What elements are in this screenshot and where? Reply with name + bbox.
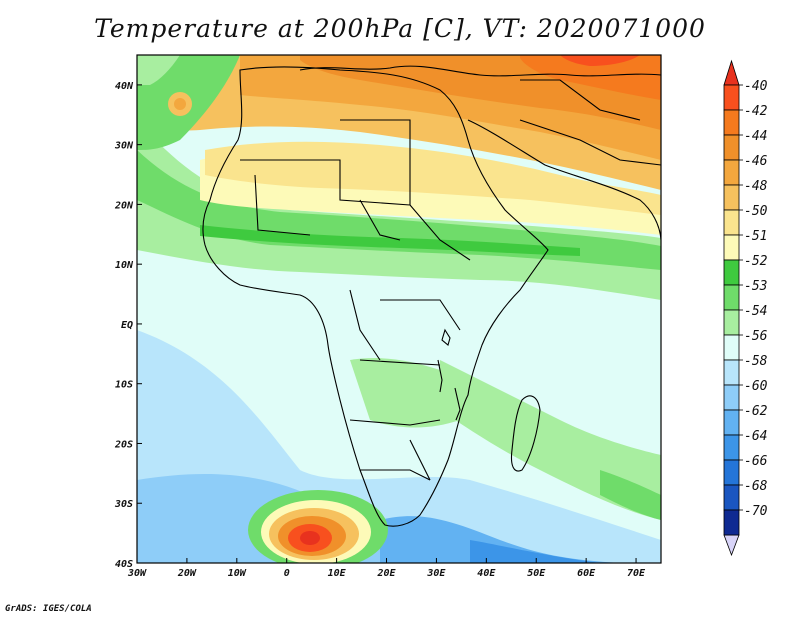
lat-tick-label: 10N	[115, 260, 134, 271]
map-title: Temperature at 200hPa [C], VT: 202007100…	[94, 14, 706, 43]
colorbar-swatch	[723, 409, 740, 436]
colorbar-bottom-arrow	[723, 534, 740, 557]
lon-tick-label: 60E	[577, 568, 596, 579]
lat-tick-label: 10S	[115, 380, 133, 391]
colorbar-label: -70	[744, 504, 768, 519]
colorbar-swatch	[723, 209, 740, 236]
lat-tick-label: 30N	[114, 141, 134, 152]
colorbar-swatch	[723, 334, 740, 361]
colorbar-label: -64	[744, 429, 767, 444]
lon-tick-label: 40E	[477, 568, 496, 579]
colorbar-label: -54	[744, 304, 767, 319]
lat-tick-label: 40S	[115, 559, 133, 570]
colorbar-swatch	[723, 184, 740, 211]
colorbar-swatch	[723, 134, 740, 161]
colorbar-swatch	[723, 384, 740, 411]
lon-tick-label: 30W	[127, 568, 147, 579]
colorbar-label: -50	[744, 204, 768, 219]
colorbar-swatch	[723, 484, 740, 511]
colorbar-swatch	[723, 84, 740, 111]
lat-tick-label: EQ	[121, 320, 133, 331]
lon-tick-label: 70E	[627, 568, 646, 579]
colorbar-swatch	[723, 434, 740, 461]
colorbar-swatch	[723, 509, 740, 536]
colorbar-label: -68	[744, 479, 768, 494]
colorbar-label: -62	[744, 404, 768, 419]
colorbar-swatch	[723, 459, 740, 486]
colorbar-swatch	[723, 309, 740, 336]
colorbar-swatch	[723, 159, 740, 186]
colorbar-label: -56	[744, 329, 768, 344]
colorbar-label: -46	[744, 154, 768, 169]
colorbar-label: -42	[744, 104, 768, 119]
colorbar-swatch	[723, 234, 740, 261]
colorbar-label: -51	[744, 229, 767, 244]
lon-tick-label: 0	[284, 568, 290, 579]
lon-tick-label: 30E	[426, 568, 446, 579]
lon-tick-label: 20W	[177, 568, 197, 579]
colorbar-label: -58	[744, 354, 768, 369]
lat-tick-label: 40N	[115, 81, 134, 92]
colorbar: -40 -42 -44 -46 -48 -50 -51 -52 -53 -54 -56 -58 -60 -…	[723, 59, 768, 557]
map-frame	[136, 54, 662, 564]
colorbar-label: -53	[744, 279, 767, 294]
colorbar-swatch	[723, 109, 740, 136]
colorbar-label: -48	[744, 179, 768, 194]
colorbar-top-arrow	[723, 59, 740, 86]
colorbar-label: -44	[744, 129, 767, 144]
lat-tick-label: 30S	[114, 499, 133, 510]
lon-tick-label: 20E	[376, 568, 396, 579]
longitude-ticks: 30W 20W 10W 0 10E 20E 30E 40E 50E 60E 70E	[127, 558, 646, 579]
colorbar-swatch	[723, 359, 740, 386]
lat-tick-label: 20N	[114, 200, 134, 211]
grads-credit: GrADS: IGES/COLA	[5, 604, 92, 614]
colorbar-swatch	[723, 284, 740, 311]
lon-tick-label: 50E	[527, 568, 546, 579]
coastline-outlines	[202, 65, 661, 527]
lat-tick-label: 20S	[114, 439, 133, 450]
lon-tick-label: 10W	[228, 568, 247, 579]
temperature-field	[137, 55, 661, 563]
latitude-ticks: 40N 30N 20N 10N EQ 10S 20S 30S 40S	[114, 81, 142, 570]
colorbar-label: -60	[744, 379, 768, 394]
lon-tick-label: 10E	[328, 568, 347, 579]
colorbar-label: -40	[744, 79, 768, 94]
colorbar-label: -66	[744, 454, 768, 469]
colorbar-label: -52	[744, 254, 768, 269]
colorbar-swatch	[723, 259, 740, 286]
